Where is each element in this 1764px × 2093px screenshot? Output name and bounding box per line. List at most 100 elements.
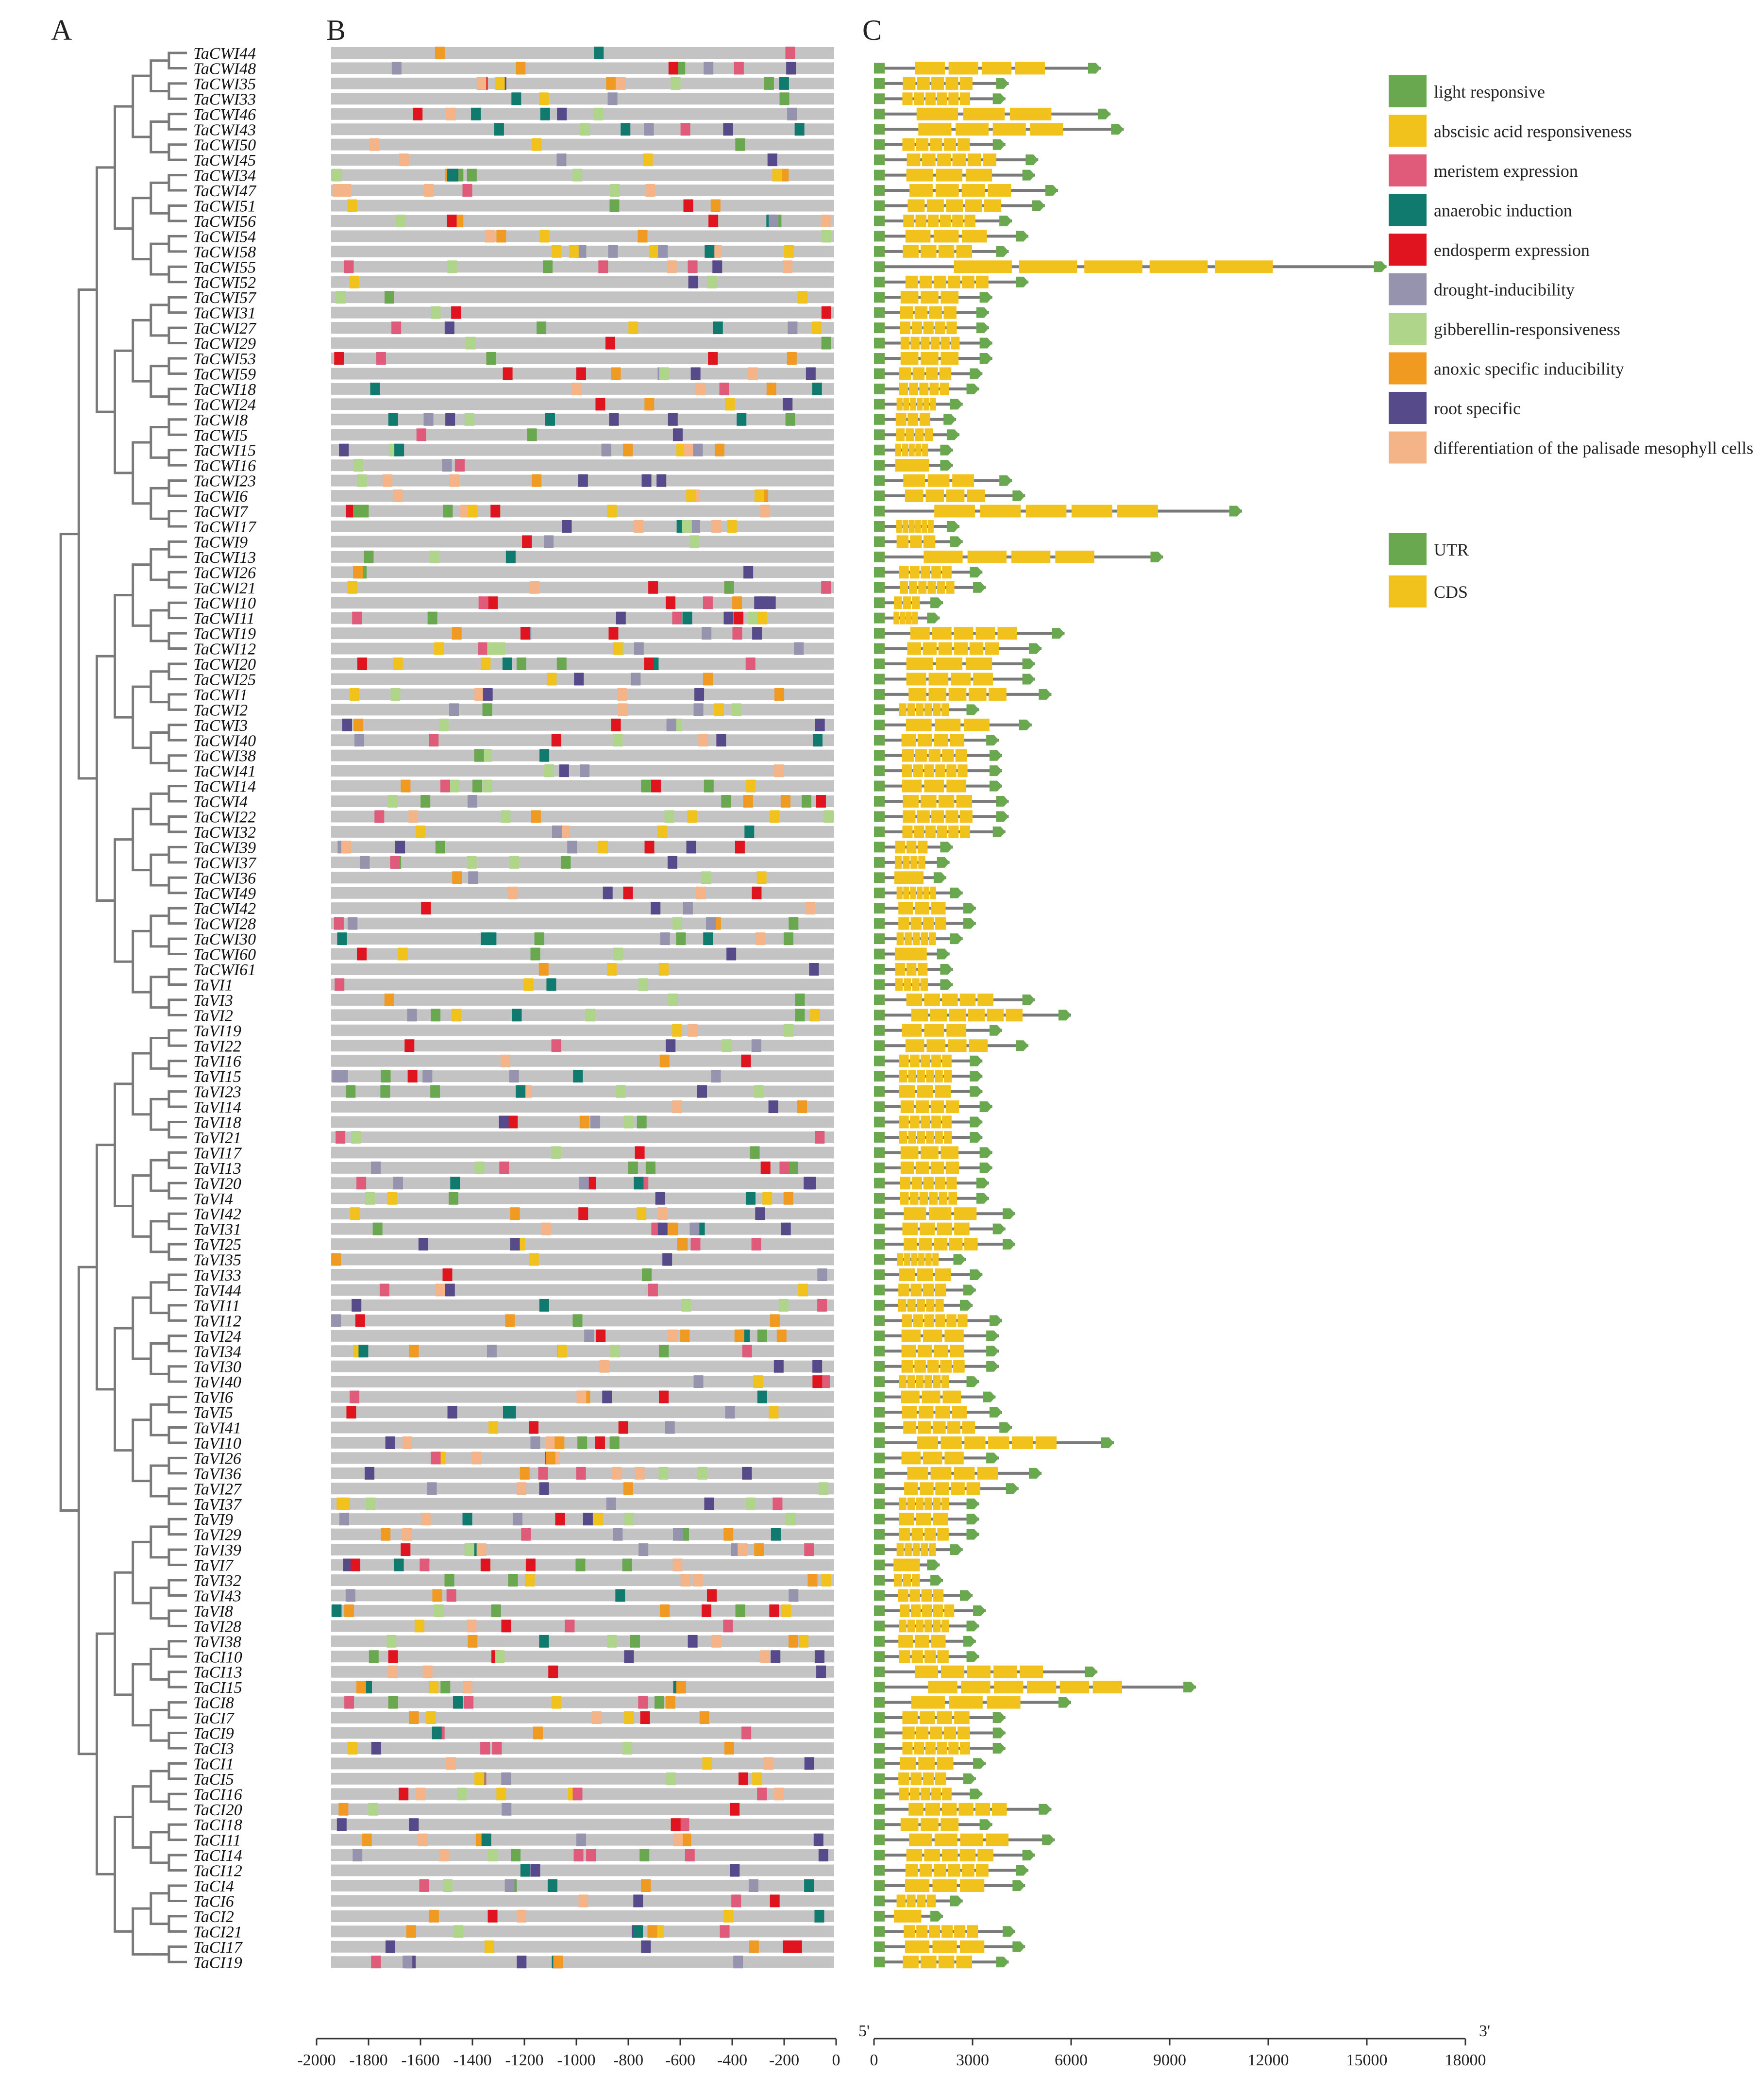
- promoter-bar: [331, 1452, 834, 1464]
- cds-segment: [905, 1039, 924, 1052]
- cds-segment: [899, 611, 906, 625]
- cis-element: [572, 169, 583, 182]
- cds-segment: [900, 337, 910, 350]
- utr-segment: [874, 1071, 885, 1082]
- axis-tick-label: 0: [832, 2051, 840, 2069]
- cis-element: [706, 917, 716, 930]
- cis-element: [511, 1849, 521, 1862]
- utr-segment: [874, 1116, 885, 1128]
- cis-element: [689, 535, 700, 548]
- cis-element: [362, 1833, 372, 1846]
- gene-label: TaCWI17: [193, 518, 257, 536]
- cis-element: [724, 1741, 734, 1755]
- cds-segment: [900, 1146, 919, 1159]
- promoter-bar: [331, 704, 834, 716]
- cis-element: [402, 1436, 412, 1449]
- cds-segment: [941, 993, 958, 1006]
- cds-segment: [923, 321, 934, 335]
- axis-tick-label: -1800: [349, 2051, 387, 2069]
- cds-segment: [899, 1650, 910, 1663]
- gene-label: TaCWI28: [193, 915, 256, 933]
- cis-element: [630, 1635, 640, 1648]
- cds-segment: [902, 138, 915, 151]
- utr-segment: [874, 1865, 885, 1876]
- cds-segment: [915, 62, 945, 75]
- cds-segment: [895, 841, 906, 854]
- tree-branch: [168, 1854, 187, 1872]
- utr-segment: [874, 108, 885, 119]
- cds-segment: [902, 749, 914, 762]
- cis-element: [731, 703, 741, 716]
- tree-branch: [168, 1609, 187, 1627]
- promoter-bar: [331, 810, 834, 823]
- cds-segment: [895, 459, 901, 472]
- cis-element: [487, 1849, 498, 1862]
- cds-segment: [933, 1375, 941, 1388]
- legend-label: gibberellin-responsiveness: [1434, 320, 1620, 339]
- tree-branch: [168, 1548, 187, 1567]
- cis-element: [606, 1497, 616, 1510]
- cis-element: [816, 795, 826, 808]
- cis-element: [418, 1238, 428, 1251]
- cds-segment: [965, 169, 992, 182]
- utr-arrow: [989, 1407, 1002, 1418]
- cds-segment: [894, 596, 902, 609]
- cis-element: [395, 214, 405, 227]
- cds-segment: [906, 1849, 923, 1862]
- cds-segment: [921, 795, 937, 808]
- cds-segment: [920, 1482, 934, 1495]
- cis-element: [639, 1849, 650, 1862]
- gene-label: TaCWI61: [193, 961, 256, 979]
- utr-segment: [874, 1544, 885, 1555]
- cis-element: [368, 1803, 378, 1816]
- cis-element: [537, 321, 547, 335]
- cis-element: [628, 321, 638, 335]
- cds-segment: [905, 1864, 918, 1877]
- utr-arrow: [1058, 1697, 1071, 1708]
- cis-element: [768, 1100, 778, 1114]
- cis-element: [751, 1238, 761, 1251]
- cis-element: [786, 1513, 796, 1526]
- cis-element: [785, 413, 795, 426]
- cis-element: [388, 1696, 398, 1709]
- cis-element: [668, 62, 678, 75]
- utr-segment: [874, 719, 885, 730]
- gene-label: TaCWI37: [193, 854, 257, 872]
- cds-segment: [937, 1222, 953, 1235]
- cis-element: [778, 1299, 789, 1312]
- gene-label: TaCWI41: [193, 762, 256, 780]
- axis-tick-label: 3000: [956, 2051, 989, 2069]
- tree-branch: [168, 1823, 187, 1841]
- cds-segment: [968, 1009, 985, 1022]
- cis-element: [420, 1513, 431, 1526]
- cis-element: [502, 658, 512, 670]
- utr-arrow: [996, 1957, 1009, 1968]
- cis-element: [798, 1283, 808, 1297]
- utr-arrow: [1039, 1804, 1052, 1815]
- cis-element: [695, 382, 705, 395]
- legend-swatch: [1389, 392, 1427, 424]
- cds-segment: [926, 1131, 934, 1144]
- cis-element: [797, 291, 807, 304]
- cds-segment: [927, 581, 936, 594]
- cis-element: [643, 153, 653, 167]
- cis-element: [539, 1482, 549, 1495]
- cis-element: [447, 260, 457, 273]
- cds-segment: [899, 1757, 916, 1770]
- cis-element: [751, 1039, 761, 1052]
- cis-element: [351, 1131, 361, 1144]
- cis-element: [545, 1452, 555, 1465]
- cds-segment: [958, 764, 968, 777]
- promoter-bar: [331, 1315, 834, 1327]
- utr-segment: [874, 612, 885, 624]
- tree-branch: [150, 120, 169, 153]
- utr-segment: [874, 1178, 885, 1189]
- cis-element: [704, 779, 714, 793]
- cds-segment: [921, 1956, 937, 1969]
- cis-element: [720, 1925, 730, 1938]
- cds-segment: [939, 367, 952, 380]
- cis-element: [520, 627, 530, 640]
- cis-element: [716, 734, 726, 747]
- cis-element: [644, 658, 654, 670]
- tree-branch: [59, 533, 79, 1512]
